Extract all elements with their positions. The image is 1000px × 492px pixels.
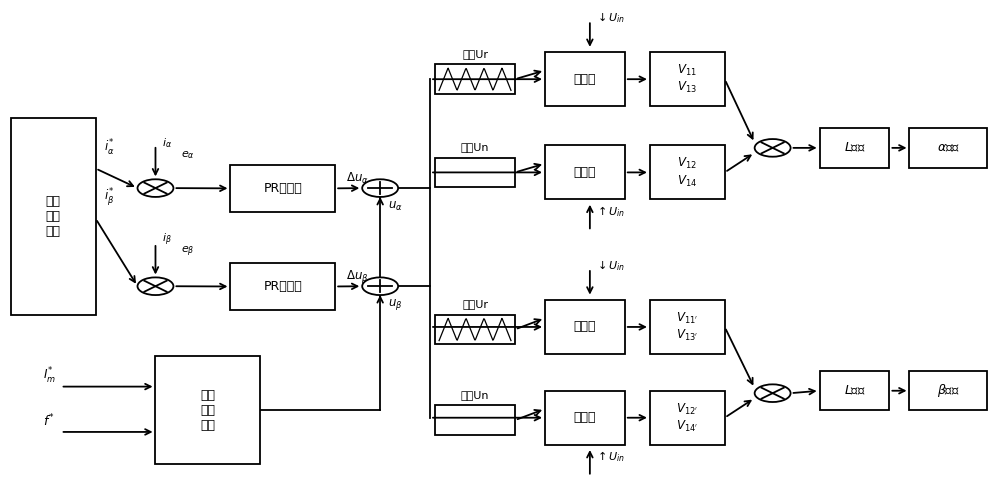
FancyBboxPatch shape <box>230 165 335 212</box>
FancyBboxPatch shape <box>545 300 625 354</box>
Text: $L$滤波: $L$滤波 <box>844 384 865 398</box>
Text: $\downarrow U_{in}$: $\downarrow U_{in}$ <box>595 10 625 25</box>
FancyBboxPatch shape <box>230 263 335 310</box>
Text: $i_{\alpha}$: $i_{\alpha}$ <box>162 136 173 150</box>
Text: $V_{12}$
$V_{14}$: $V_{12}$ $V_{14}$ <box>677 156 697 188</box>
FancyBboxPatch shape <box>909 371 987 410</box>
Text: $i_{\alpha}^{*}$: $i_{\alpha}^{*}$ <box>104 138 114 158</box>
Text: 载波Ur: 载波Ur <box>462 299 488 309</box>
FancyBboxPatch shape <box>820 371 889 410</box>
FancyBboxPatch shape <box>435 405 515 435</box>
FancyBboxPatch shape <box>155 356 260 464</box>
Circle shape <box>138 179 173 197</box>
Text: $u_{\alpha}$: $u_{\alpha}$ <box>388 200 403 214</box>
FancyBboxPatch shape <box>650 146 725 199</box>
Text: $V_{11}$
$V_{13}$: $V_{11}$ $V_{13}$ <box>677 63 697 95</box>
FancyBboxPatch shape <box>435 64 515 94</box>
Text: $\uparrow U_{in}$: $\uparrow U_{in}$ <box>595 204 625 219</box>
Text: 载波Un: 载波Un <box>461 142 489 152</box>
Text: $\uparrow U_{in}$: $\uparrow U_{in}$ <box>595 450 625 464</box>
Text: $L$滤波: $L$滤波 <box>844 141 865 154</box>
Text: PR控制器: PR控制器 <box>263 280 302 293</box>
Text: $e_{\alpha}$: $e_{\alpha}$ <box>181 149 195 160</box>
Text: $e_{\beta}$: $e_{\beta}$ <box>181 245 195 259</box>
Text: $V_{11'}$
$V_{13'}$: $V_{11'}$ $V_{13'}$ <box>676 311 698 343</box>
Text: 比较器: 比较器 <box>574 73 596 86</box>
FancyBboxPatch shape <box>11 119 96 315</box>
Text: $i_{\beta}$: $i_{\beta}$ <box>162 232 172 248</box>
Circle shape <box>362 179 398 197</box>
Text: 指令
电流
生成: 指令 电流 生成 <box>46 195 61 238</box>
Text: $\Delta u_{\alpha}$: $\Delta u_{\alpha}$ <box>346 171 369 186</box>
Text: 比较器: 比较器 <box>574 166 596 179</box>
Text: 比较器: 比较器 <box>574 411 596 424</box>
Circle shape <box>755 384 791 402</box>
FancyBboxPatch shape <box>650 391 725 445</box>
FancyBboxPatch shape <box>545 52 625 106</box>
FancyBboxPatch shape <box>435 315 515 344</box>
Text: 前馈
指令
生成: 前馈 指令 生成 <box>200 389 215 432</box>
Text: 载波Un: 载波Un <box>461 390 489 400</box>
Text: $\alpha$绕组: $\alpha$绕组 <box>937 141 960 154</box>
Text: $\downarrow U_{in}$: $\downarrow U_{in}$ <box>595 258 625 273</box>
FancyBboxPatch shape <box>545 391 625 445</box>
Text: $\Delta u_{\beta}$: $\Delta u_{\beta}$ <box>346 268 369 285</box>
FancyBboxPatch shape <box>650 300 725 354</box>
FancyBboxPatch shape <box>650 52 725 106</box>
Text: $i_{\beta}^{*}$: $i_{\beta}^{*}$ <box>104 186 114 208</box>
FancyBboxPatch shape <box>545 146 625 199</box>
Text: $\beta$绕组: $\beta$绕组 <box>937 382 960 399</box>
Text: PR控制器: PR控制器 <box>263 182 302 195</box>
Circle shape <box>138 277 173 295</box>
Text: 载波Ur: 载波Ur <box>462 49 488 59</box>
FancyBboxPatch shape <box>435 158 515 187</box>
Text: $V_{12'}$
$V_{14'}$: $V_{12'}$ $V_{14'}$ <box>676 401 698 434</box>
Text: $f^{*}$: $f^{*}$ <box>43 413 54 430</box>
FancyBboxPatch shape <box>909 128 987 167</box>
Text: $I_m^{*}$: $I_m^{*}$ <box>43 366 56 386</box>
Circle shape <box>362 277 398 295</box>
Text: 比较器: 比较器 <box>574 320 596 334</box>
Text: $u_{\beta}$: $u_{\beta}$ <box>388 297 403 312</box>
Circle shape <box>755 139 791 157</box>
FancyBboxPatch shape <box>820 128 889 167</box>
